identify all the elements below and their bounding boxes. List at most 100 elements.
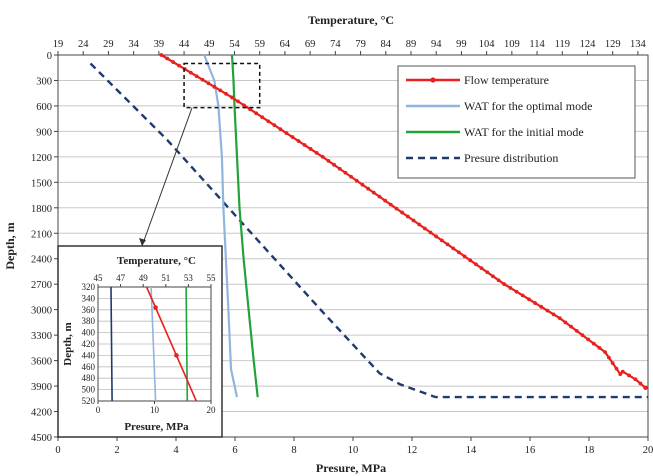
- series-flow-temperature-marker: [388, 202, 393, 207]
- inset-y-tick-label: 340: [82, 293, 96, 303]
- series-flow-temperature-marker: [377, 194, 382, 199]
- x-top-tick-label: 94: [431, 39, 442, 50]
- series-flow-temperature-marker: [643, 385, 648, 390]
- series-flow-temperature-marker: [618, 372, 623, 377]
- y-axis-title: Depth, m: [3, 222, 17, 269]
- x-bottom-axis-title: Presure, MPa: [316, 461, 386, 475]
- x-top-tick-label: 24: [78, 39, 89, 50]
- x-top-axis-title: Temperature, °C: [308, 13, 394, 27]
- series-flow-temperature-marker: [551, 312, 556, 317]
- series-flow-temperature-marker: [439, 238, 444, 243]
- y-tick-label: 2100: [31, 229, 52, 240]
- series-flow-temperature-marker: [224, 92, 228, 96]
- series-flow-temperature-marker: [462, 254, 467, 259]
- x-bottom-tick-label: 18: [584, 445, 595, 456]
- inset-x-bottom-tick-label: 10: [150, 405, 160, 415]
- x-bottom-tick-label: 16: [525, 445, 536, 456]
- inset-x-bottom-tick-label: 0: [96, 405, 101, 415]
- series-flow-temperature-marker: [177, 63, 181, 68]
- y-tick-label: 300: [36, 76, 52, 87]
- series-flow-temperature-marker: [354, 178, 359, 183]
- series-flow-temperature-marker: [366, 186, 371, 191]
- inset-x-top-tick-label: 47: [116, 273, 126, 283]
- x-bottom-tick-label: 20: [643, 445, 653, 456]
- x-top-tick-label: 84: [381, 39, 392, 50]
- x-top-tick-label: 69: [305, 39, 316, 50]
- x-top-tick-label: 29: [103, 39, 114, 50]
- series-flow-temperature-marker: [614, 366, 619, 371]
- x-top-tick-label: 129: [605, 39, 621, 50]
- series-flow-temperature-marker: [296, 139, 301, 143]
- series-wat-for-the-initial-mode-line: [230, 54, 259, 398]
- legend-marker-flow-temperature: [430, 77, 436, 83]
- series-flow-temperature-marker: [638, 381, 643, 386]
- series-flow-temperature-marker: [445, 242, 450, 247]
- inset-x-bottom-axis-title: Presure, MPa: [124, 421, 189, 433]
- series-flow-temperature-marker: [491, 274, 495, 279]
- legend-label-flow-temperature: Flow temperature: [464, 73, 549, 87]
- series-flow-temperature-marker: [332, 162, 336, 167]
- series-flow-temperature-marker: [171, 60, 176, 64]
- series-flow-temperature-marker: [434, 234, 439, 239]
- series-flow-temperature-marker: [159, 53, 164, 57]
- series-flow-temperature-marker: [290, 135, 295, 139]
- series-flow-temperature-marker: [474, 262, 478, 267]
- legend-label-wat-for-the-initial-mode: WAT for the initial mode: [464, 125, 584, 139]
- inset-y-tick-label: 420: [82, 339, 96, 349]
- series-flow-temperature-marker: [165, 56, 170, 61]
- series-flow-temperature-marker: [314, 151, 319, 155]
- y-tick-label: 900: [36, 127, 52, 138]
- x-top-tick-label: 74: [330, 39, 341, 50]
- x-top-tick-label: 124: [580, 39, 597, 50]
- series-flow-temperature-marker: [586, 337, 591, 342]
- inset-y-axis-title: Depth, m: [62, 322, 74, 365]
- series-flow-temperature-marker: [302, 143, 307, 147]
- x-bottom-tick-label: 0: [55, 445, 60, 456]
- inset-x-top-tick-label: 53: [184, 273, 194, 283]
- series-flow-temperature-marker: [627, 373, 631, 378]
- series-flow-temperature-marker: [485, 270, 490, 275]
- x-top-tick-label: 89: [406, 39, 417, 50]
- x-bottom-tick-label: 10: [348, 445, 359, 456]
- series-flow-temperature-marker: [254, 111, 259, 116]
- legend-label-presure-distribution: Presure distribution: [464, 151, 558, 165]
- legend-label-wat-for-the-optimal-mode: WAT for the optimal mode: [464, 99, 592, 113]
- x-top-tick-label: 19: [53, 39, 64, 50]
- x-top-tick-label: 114: [529, 39, 545, 50]
- y-tick-label: 3600: [31, 357, 52, 368]
- inset-x-top-tick-label: 49: [139, 273, 149, 283]
- series-flow-temperature-marker: [502, 282, 507, 287]
- series-flow-temperature-marker: [337, 166, 342, 171]
- x-top-tick-label: 79: [355, 39, 366, 50]
- x-top-tick-label: 54: [229, 39, 240, 50]
- series-flow-temperature-marker: [383, 198, 388, 203]
- x-bottom-tick-label: 14: [466, 445, 477, 456]
- series-flow-temperature-marker: [569, 324, 573, 329]
- x-top-tick-label: 104: [479, 39, 496, 50]
- series-flow-temperature-marker: [580, 333, 585, 338]
- series-flow-temperature-marker: [272, 123, 277, 128]
- series-flow-temperature-marker: [610, 361, 615, 366]
- series-flow-temperature-marker: [394, 206, 399, 211]
- inset-y-tick-label: 500: [82, 385, 96, 395]
- series-flow-temperature-marker: [405, 214, 410, 219]
- series-flow-temperature-marker: [242, 103, 246, 108]
- x-bottom-tick-label: 2: [114, 445, 119, 456]
- inset-y-tick-label: 440: [82, 350, 96, 360]
- series-flow-temperature-marker: [343, 170, 348, 175]
- series-flow-temperature-marker: [597, 345, 602, 350]
- inset-y-tick-label: 480: [82, 373, 96, 383]
- inset-box: [57, 245, 223, 438]
- series-flow-temperature-marker: [620, 369, 625, 374]
- series-flow-temperature-marker: [456, 250, 461, 255]
- y-tick-label: 1500: [31, 178, 52, 189]
- series-flow-temperature-marker: [496, 278, 501, 283]
- inset-series-flow-temperature-marker: [174, 353, 179, 358]
- series-flow-temperature-marker: [284, 131, 289, 135]
- series-flow-temperature-marker: [539, 304, 544, 309]
- inset-x-top-tick-label: 45: [94, 273, 104, 283]
- series-flow-temperature-marker: [603, 350, 608, 355]
- series-wat-for-the-optimal-mode-line: [203, 54, 239, 398]
